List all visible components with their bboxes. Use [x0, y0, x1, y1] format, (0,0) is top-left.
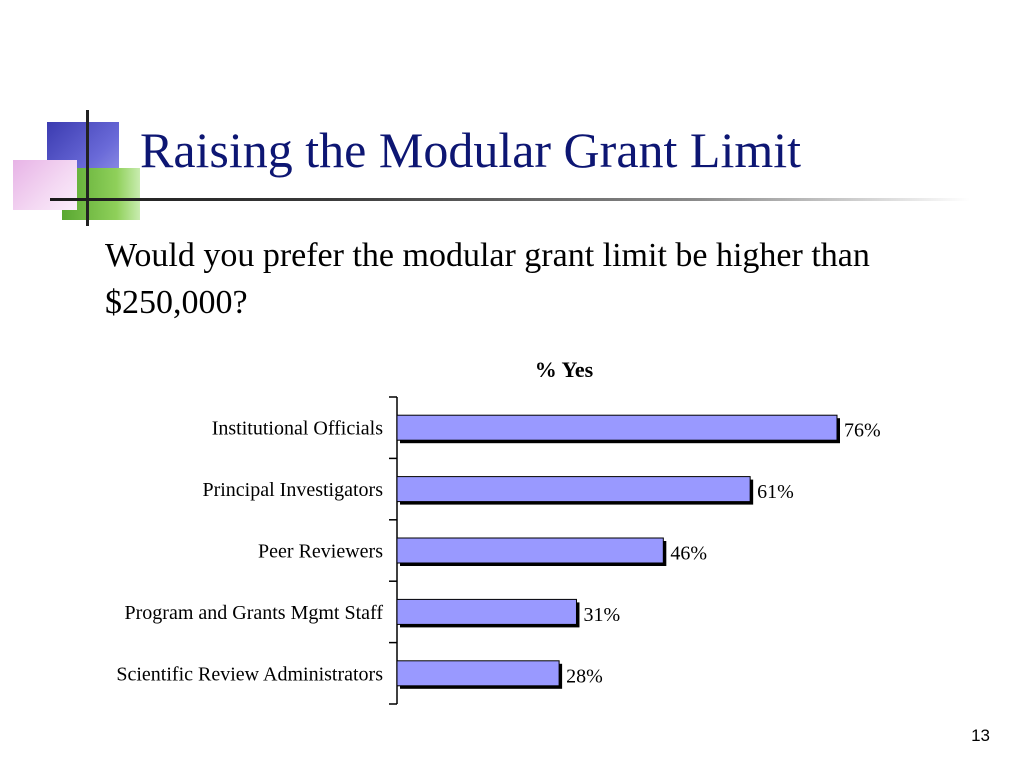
- bar: [396, 537, 664, 564]
- bar: [396, 598, 577, 625]
- bar-chart: % Yes Institutional Officials 76% Principa…: [116, 357, 881, 705]
- bar: [396, 660, 560, 687]
- slide-title: Raising the Modular Grant Limit: [140, 122, 802, 178]
- data-label: 46%: [670, 543, 707, 565]
- bar: [396, 414, 838, 441]
- chart-title: % Yes: [535, 357, 594, 382]
- data-label: 76%: [844, 420, 881, 442]
- category-label: Principal Investigators: [202, 479, 383, 501]
- category-label: Scientific Review Administrators: [116, 663, 383, 685]
- category-label: Program and Grants Mgmt Staff: [125, 602, 384, 624]
- decorative-vertical-line: [86, 110, 89, 226]
- survey-question: Would you prefer the modular grant limit…: [105, 237, 870, 321]
- data-label: 61%: [757, 481, 794, 503]
- page-number: 13: [971, 726, 990, 745]
- category-label: Institutional Officials: [212, 418, 383, 440]
- data-label: 28%: [566, 665, 603, 687]
- decorative-pink-square: [13, 160, 77, 210]
- title-underline: [50, 198, 970, 201]
- data-label: 31%: [583, 604, 620, 626]
- bar: [396, 476, 751, 503]
- category-label: Peer Reviewers: [258, 541, 383, 563]
